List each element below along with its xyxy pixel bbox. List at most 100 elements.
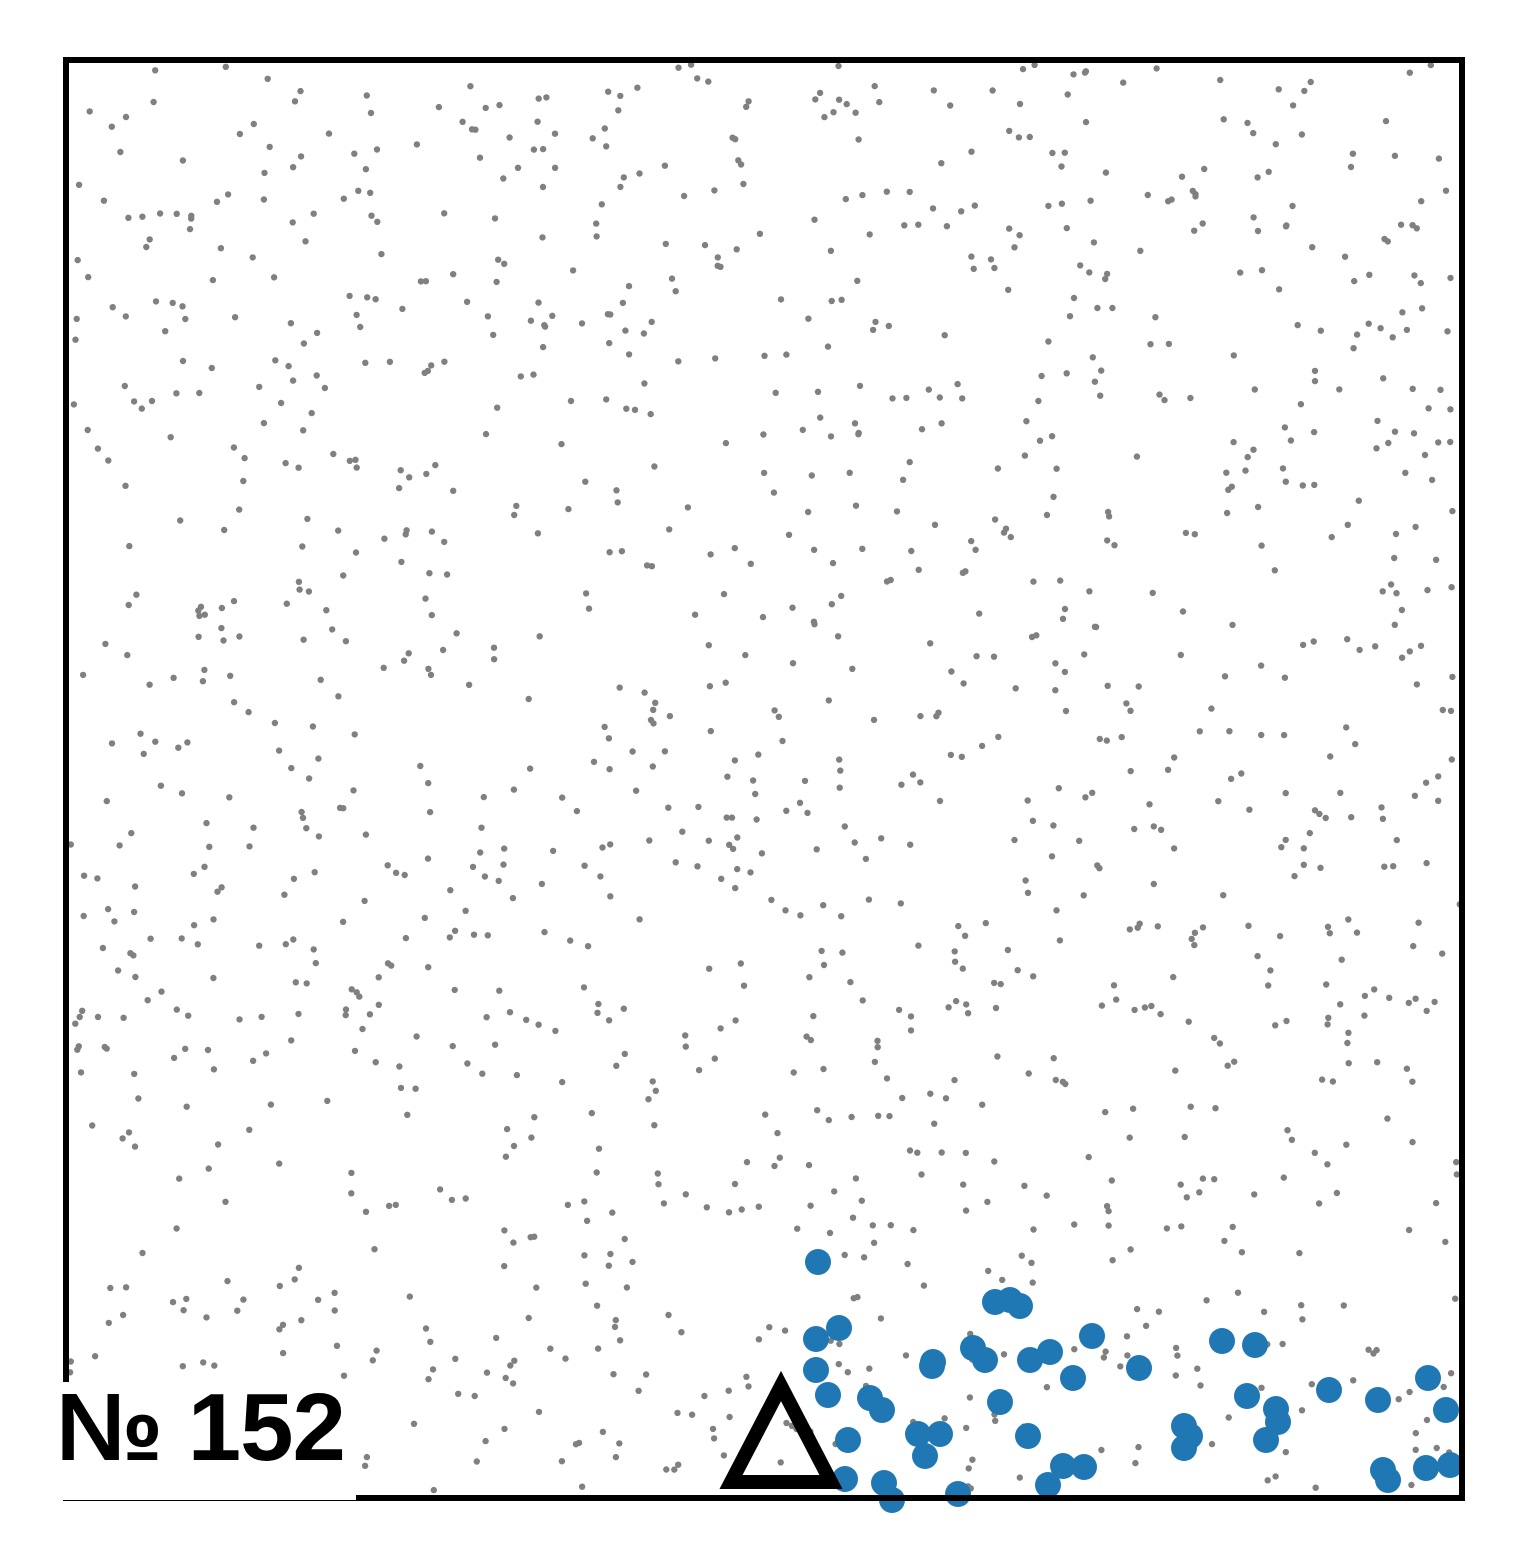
highlighted-point (1375, 1467, 1401, 1493)
grey-dot (1405, 1226, 1413, 1234)
grey-dot (530, 371, 537, 378)
grey-dot (357, 323, 364, 331)
grey-dot (907, 1013, 915, 1020)
grey-dot (351, 731, 358, 738)
grey-dot (992, 1004, 1000, 1012)
grey-dot (1448, 584, 1455, 591)
grey-dot (1258, 267, 1266, 274)
grey-dot (315, 755, 322, 762)
grey-dot (1409, 1138, 1416, 1146)
grey-dot (1188, 935, 1195, 943)
grey-dot (1225, 486, 1232, 493)
grey-dot (1329, 1078, 1337, 1085)
grey-dot (1127, 707, 1134, 714)
grey-dot (1187, 1103, 1194, 1110)
grey-dot (966, 1394, 974, 1401)
grey-dot (459, 118, 466, 126)
grey-dot (1425, 405, 1432, 412)
grey-dot (841, 1251, 848, 1259)
grey-dot (1224, 1062, 1231, 1069)
grey-dot (1004, 946, 1012, 954)
grey-dot (362, 166, 370, 173)
grey-dot (510, 1239, 517, 1246)
grey-dot (968, 148, 975, 155)
grey-dot (1197, 1382, 1204, 1389)
grey-dot (182, 315, 189, 323)
grey-dot (285, 362, 292, 370)
highlighted-point (972, 1347, 998, 1373)
grey-dot (210, 1066, 218, 1073)
grey-dot (1397, 221, 1405, 228)
grey-dot (1345, 1060, 1352, 1067)
grey-dot (125, 1129, 133, 1136)
grey-dot (1059, 615, 1067, 622)
grey-dot (432, 461, 439, 469)
highlighted-point (912, 1443, 938, 1469)
highlighted-point (1433, 1397, 1459, 1423)
grey-dot (424, 367, 432, 375)
grey-dot (691, 611, 699, 618)
grey-dot (938, 420, 945, 427)
grey-dot (582, 478, 589, 485)
grey-dot (1030, 1226, 1037, 1233)
grey-dot (1415, 919, 1422, 926)
grey-dot (514, 164, 522, 171)
grey-dot (897, 900, 904, 907)
grey-dot (1172, 1372, 1180, 1379)
grey-dot (1381, 863, 1388, 870)
grey-dot (290, 936, 297, 943)
grey-dot (1437, 386, 1444, 393)
grey-dot (694, 863, 701, 870)
grey-dot (1105, 1222, 1112, 1229)
grey-dot (695, 803, 702, 811)
grey-dot (558, 1458, 566, 1465)
grey-dot (1447, 1370, 1455, 1377)
grey-dot (271, 719, 279, 727)
grey-dot (1061, 605, 1069, 613)
grey-dot (648, 318, 655, 326)
grey-dot (870, 1239, 878, 1247)
grey-dot (481, 873, 489, 880)
grey-dot (506, 134, 513, 141)
grey-dot (742, 651, 749, 659)
grey-dot (1298, 1407, 1306, 1414)
grey-dot (363, 92, 370, 99)
grey-dot (619, 299, 627, 307)
grey-dot (1306, 829, 1314, 837)
grey-dot (1086, 588, 1093, 595)
highlighted-point (803, 1326, 829, 1352)
grey-dot (991, 264, 998, 272)
grey-dot (807, 1202, 814, 1209)
grey-dot (705, 642, 712, 649)
grey-dot (652, 699, 659, 706)
grey-dot (723, 814, 730, 821)
grey-dot (866, 231, 873, 238)
grey-dot (1164, 766, 1172, 773)
grey-dot (1230, 438, 1237, 446)
grey-dot (1076, 837, 1083, 844)
grey-dot (964, 1010, 972, 1017)
grey-dot (108, 740, 116, 747)
grey-dot (426, 570, 433, 577)
grey-dot (552, 1027, 559, 1035)
grey-dot (1082, 794, 1089, 801)
grey-dot (412, 1085, 419, 1092)
grey-dot (333, 1342, 341, 1350)
grey-dot (1291, 872, 1298, 880)
grey-dot (1351, 277, 1358, 285)
grey-dot (108, 123, 116, 130)
grey-dot (1104, 508, 1112, 516)
grey-dot (711, 1055, 718, 1062)
grey-dot (1325, 1014, 1332, 1021)
grey-dot (430, 1486, 437, 1494)
grey-dot (668, 275, 676, 282)
grey-dot (109, 304, 116, 311)
highlighted-point (927, 1421, 953, 1447)
grey-dot (381, 535, 388, 542)
grey-dot (1016, 232, 1023, 239)
grey-dot (839, 949, 846, 956)
grey-dot (1391, 152, 1399, 159)
grey-dot (441, 358, 448, 365)
grey-dot (226, 794, 233, 801)
grey-dot (91, 1353, 99, 1360)
